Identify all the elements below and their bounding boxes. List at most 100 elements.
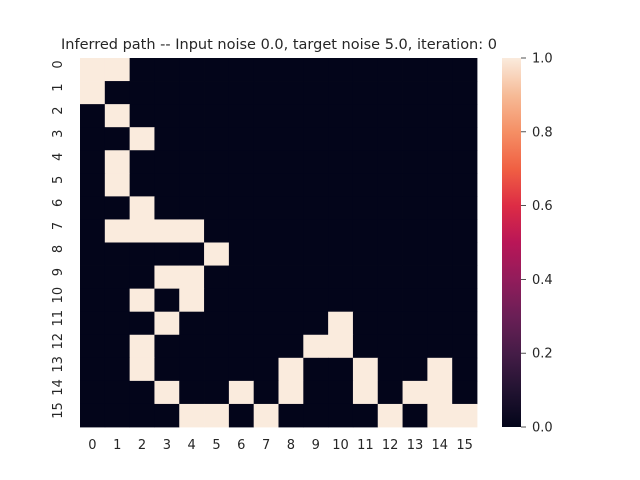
y-tick-label: 2 (51, 107, 66, 115)
heatmap-cell (104, 311, 131, 336)
heatmap-cell (402, 334, 428, 359)
y-tick-label: 12 (51, 333, 66, 350)
heatmap-cell (228, 357, 255, 382)
heatmap-cell (104, 288, 131, 313)
heatmap-cell (253, 242, 279, 266)
heatmap-cell (402, 173, 428, 197)
heatmap-cell (303, 311, 329, 336)
heatmap-cell (452, 288, 478, 313)
heatmap-cell (129, 196, 155, 220)
heatmap-cell (377, 58, 403, 82)
heatmap-cell (402, 104, 428, 128)
heatmap-cell (80, 311, 106, 336)
heatmap-cell (278, 357, 304, 382)
heatmap-cell (328, 219, 354, 243)
heatmap-cell (402, 403, 428, 428)
heatmap-cell (204, 288, 230, 313)
heatmap-cell (179, 311, 205, 336)
heatmap-cell (328, 173, 354, 197)
heatmap-cell (104, 219, 131, 243)
heatmap-cell (452, 219, 478, 243)
y-tick-label: 11 (51, 310, 66, 327)
heatmap-cell (352, 265, 379, 290)
heatmap-cell (328, 357, 354, 382)
heatmap-cell (352, 81, 379, 105)
x-tick-label: 1 (113, 438, 121, 453)
heatmap-cell (154, 242, 180, 266)
heatmap-cell (80, 288, 106, 313)
heatmap-cell (80, 357, 106, 382)
heatmap-cell (154, 265, 180, 290)
x-tick-label: 11 (357, 438, 374, 453)
heatmap-cell (204, 196, 230, 220)
heatmap-cell (204, 403, 230, 428)
heatmap-cell (80, 242, 106, 266)
heatmap-cell (352, 173, 379, 197)
heatmap-cell (427, 173, 453, 197)
heatmap-cell (427, 403, 453, 428)
y-tick-label: 13 (51, 356, 66, 373)
heatmap-cell (402, 242, 428, 266)
heatmap-cell (253, 173, 279, 197)
y-tick-label: 15 (51, 402, 66, 419)
heatmap-cell (129, 403, 155, 428)
heatmap-cell (80, 219, 106, 243)
heatmap-cell (377, 334, 403, 359)
heatmap-cell (352, 380, 379, 405)
heatmap-cell (402, 357, 428, 382)
heatmap-cell (179, 403, 205, 428)
heatmap-cell (303, 403, 329, 428)
heatmap-cell (179, 127, 205, 151)
heatmap-cell (179, 81, 205, 105)
heatmap-cell (352, 58, 379, 82)
heatmap-cell (228, 403, 255, 428)
heatmap-cell (80, 150, 106, 174)
heatmap-cell (253, 288, 279, 313)
heatmap-cell (129, 357, 155, 382)
heatmap-cell (303, 173, 329, 197)
x-tick-label: 12 (382, 438, 399, 453)
heatmap-cell (328, 403, 354, 428)
heatmap-cell (377, 81, 403, 105)
y-tick-label: 1 (51, 83, 66, 91)
heatmap-cell (452, 150, 478, 174)
heatmap-cell (377, 288, 403, 313)
heatmap-cell (278, 288, 304, 313)
heatmap-cell (80, 173, 106, 197)
heatmap-cell (452, 380, 478, 405)
heatmap-cell (303, 357, 329, 382)
heatmap-cell (204, 104, 230, 128)
heatmap-cell (228, 219, 255, 243)
heatmap-cell (104, 150, 131, 174)
heatmap-cell (278, 58, 304, 82)
heatmap-cell (352, 242, 379, 266)
heatmap-cell (154, 150, 180, 174)
heatmap-cell (154, 58, 180, 82)
heatmap-cell (427, 265, 453, 290)
heatmap-cell (352, 403, 379, 428)
heatmap-cell (204, 265, 230, 290)
heatmap-cell (352, 311, 379, 336)
heatmap-cell (328, 311, 354, 336)
colorbar-tick-label: 0.6 (532, 199, 553, 214)
heatmap-cell (80, 127, 106, 151)
heatmap-cell (179, 242, 205, 266)
heatmap-cell (427, 288, 453, 313)
heatmap-cell (204, 242, 230, 266)
y-tick-label: 10 (51, 287, 66, 304)
heatmap-cell (80, 403, 106, 428)
heatmap-cell (352, 127, 379, 151)
heatmap-cell (303, 219, 329, 243)
heatmap-cells (80, 58, 478, 428)
heatmap-cell (402, 196, 428, 220)
heatmap-cell (228, 380, 255, 405)
heatmap-cell (204, 219, 230, 243)
heatmap-cell (228, 334, 255, 359)
heatmap-cell (204, 380, 230, 405)
y-tick-label: 8 (51, 245, 66, 253)
x-tick-label: 3 (163, 438, 171, 453)
heatmap-cell (328, 81, 354, 105)
heatmap-cell (253, 219, 279, 243)
heatmap-cell (402, 150, 428, 174)
heatmap-cell (129, 104, 155, 128)
